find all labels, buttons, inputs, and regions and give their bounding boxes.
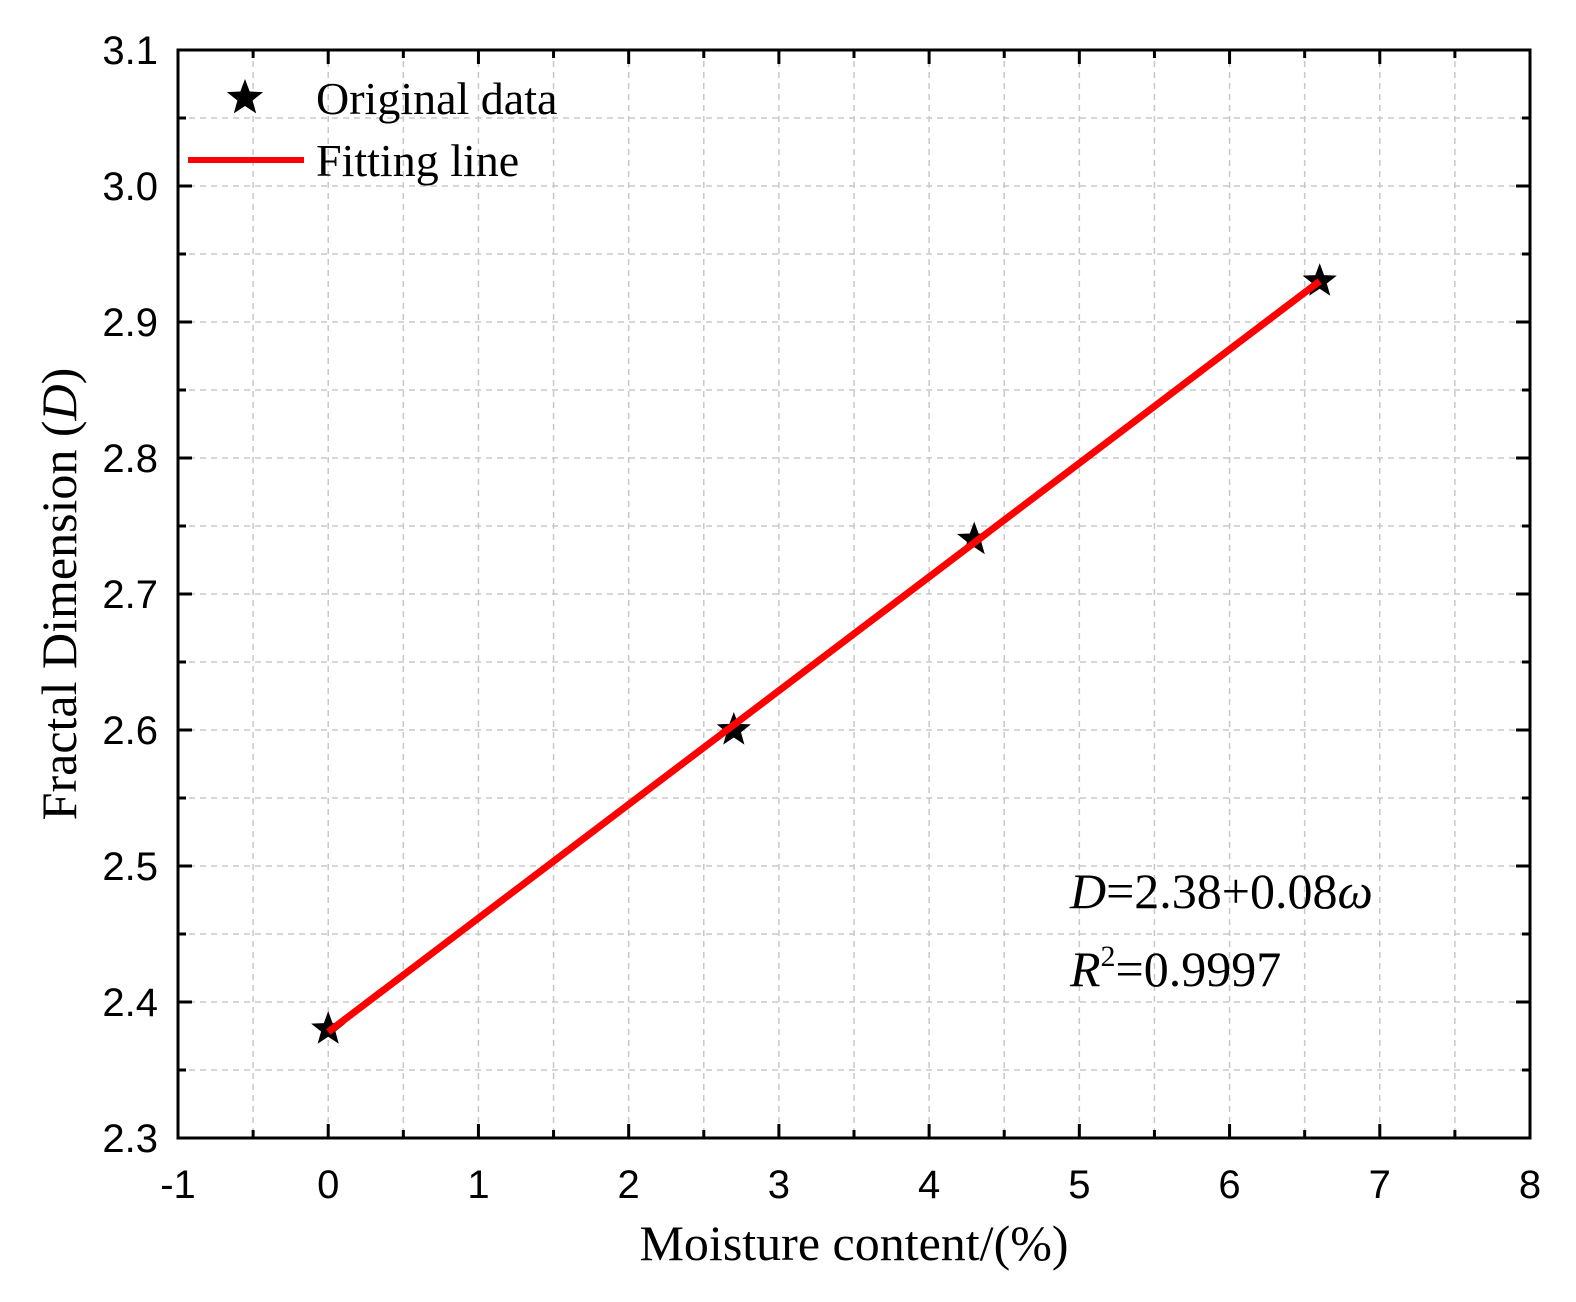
- y-tick-label: 3.0: [102, 165, 158, 209]
- y-tick-label: 2.3: [102, 1117, 158, 1161]
- x-tick-label: 1: [467, 1163, 489, 1207]
- plot-frame: [176, 48, 1532, 1140]
- legend: Original data Fitting line: [188, 73, 557, 186]
- x-tick-label: -1: [160, 1163, 196, 1207]
- r-squared: R2=0.9997: [1069, 940, 1281, 997]
- series-layer: [311, 263, 1337, 1044]
- fit-equation-var: D: [1069, 863, 1106, 919]
- x-tick-label: 8: [1519, 1163, 1541, 1207]
- x-tick-labels: -1 0 1 2 3 4 5 6 7 8: [160, 1163, 1541, 1207]
- y-tick-label: 2.5: [102, 845, 158, 889]
- x-tick-label: 2: [618, 1163, 640, 1207]
- x-tick-label: 3: [768, 1163, 790, 1207]
- y-tick-labels: 2.3 2.4 2.5 2.6 2.7 2.8 2.9 3.0 3.1: [102, 29, 158, 1161]
- x-tick-label: 7: [1369, 1163, 1391, 1207]
- y-tick-label: 2.6: [102, 709, 158, 753]
- r-squared-exponent: 2: [1101, 940, 1116, 973]
- x-tick-label: 6: [1218, 1163, 1240, 1207]
- y-axis-title-prefix: Fractal Dimension (: [31, 420, 87, 820]
- x-tick-label: 0: [317, 1163, 339, 1207]
- legend-label-fitting-line: Fitting line: [316, 135, 519, 186]
- y-tick-label: 2.7: [102, 573, 158, 617]
- y-tick-label: 3.1: [102, 29, 158, 73]
- legend-label-original-data: Original data: [316, 73, 557, 124]
- y-tick-label: 2.9: [102, 301, 158, 345]
- data-point-star: [1302, 263, 1337, 296]
- r-squared-var: R: [1069, 941, 1101, 997]
- x-axis-title: Moisture content/(%): [639, 1215, 1068, 1271]
- y-axis-title: Fractal Dimension (D): [31, 368, 87, 821]
- y-tick-label: 2.8: [102, 437, 158, 481]
- fit-equation-omega: ω: [1338, 863, 1373, 919]
- fit-equation-body: =2.38+0.08: [1106, 863, 1337, 919]
- grid-lines: [178, 50, 1530, 1138]
- y-tick-label: 2.4: [102, 981, 158, 1025]
- y-axis-title-suffix: ): [31, 368, 87, 385]
- x-tick-label: 4: [918, 1163, 940, 1207]
- legend-star-marker: [226, 79, 264, 114]
- x-tick-label: 5: [1068, 1163, 1090, 1207]
- fitting-line: [326, 278, 1322, 1035]
- y-axis-title-var: D: [31, 384, 87, 421]
- data-point-star: [957, 521, 992, 555]
- fit-equation: D=2.38+0.08ω: [1069, 863, 1373, 919]
- r-squared-value: =0.9997: [1116, 941, 1282, 997]
- data-point-star: [311, 1011, 346, 1044]
